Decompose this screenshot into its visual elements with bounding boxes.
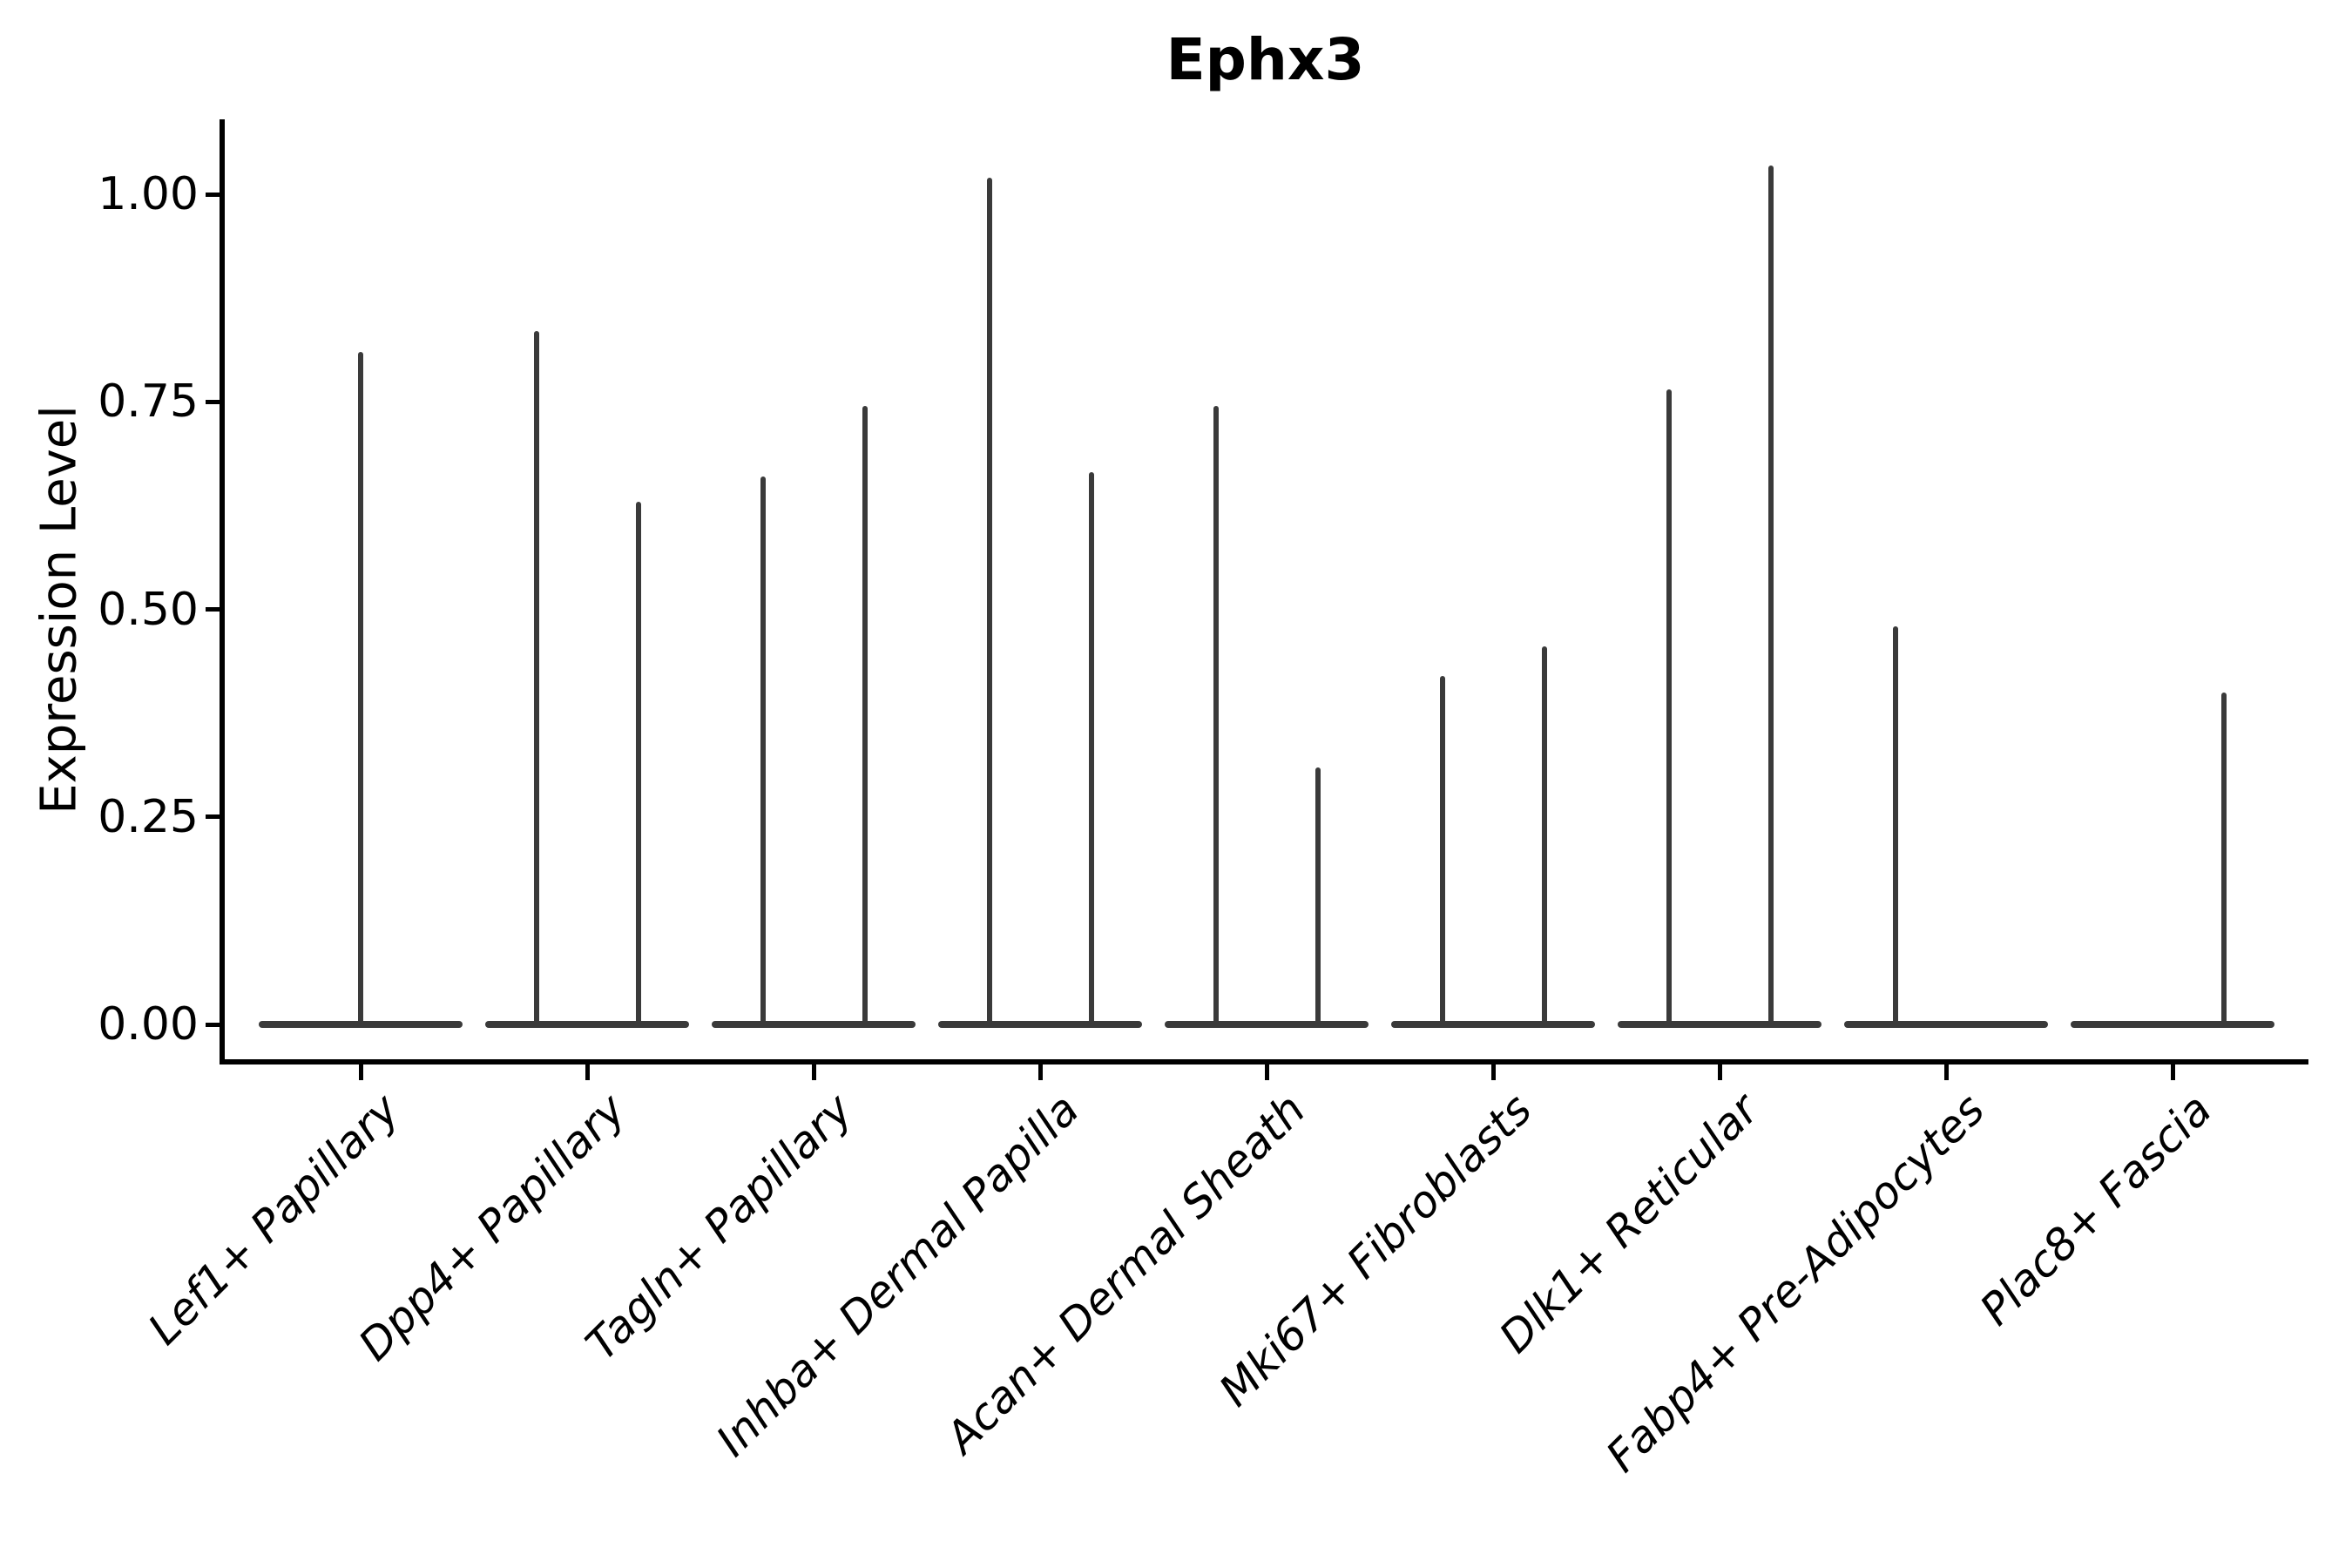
violin-spike	[1315, 767, 1321, 1024]
x-tick-label: Fabp4+ Pre-Adipocytes	[1597, 1084, 1995, 1483]
violin-base	[259, 1021, 463, 1028]
violin-spike	[2220, 692, 2227, 1024]
violin-base	[712, 1021, 916, 1028]
x-axis-spine	[220, 1059, 2308, 1064]
x-tick	[585, 1064, 590, 1080]
violin-spike	[358, 352, 363, 1024]
violin-base	[938, 1021, 1142, 1028]
violin-spike	[1541, 646, 1547, 1024]
x-tick-label: Plac8+ Fascia	[1970, 1084, 2221, 1335]
violin-spike	[862, 406, 868, 1024]
violin-base	[1165, 1021, 1369, 1028]
violin-spike	[1767, 165, 1774, 1024]
violin-spike	[1213, 406, 1219, 1024]
y-axis-spine	[220, 119, 225, 1064]
y-tick	[206, 607, 220, 612]
violin-spike	[635, 501, 641, 1024]
violin-base	[485, 1021, 689, 1028]
x-tick-label: Inhba+ Dermal Papilla	[706, 1084, 1089, 1467]
y-tick-label: 0.25	[98, 790, 199, 843]
violin-spike	[760, 476, 766, 1024]
violin-base	[1618, 1021, 1821, 1028]
violin-base	[1391, 1021, 1595, 1028]
y-tick	[206, 814, 220, 820]
y-tick-label: 1.00	[98, 168, 199, 220]
x-tick	[811, 1064, 816, 1080]
violin-spike	[986, 177, 992, 1024]
violin-spike	[1892, 625, 1898, 1024]
x-tick-label: Lef1+ Papillary	[139, 1084, 409, 1355]
chart-title: Ephx3	[1166, 26, 1365, 93]
violin-spike	[1439, 675, 1445, 1024]
violin-spike	[1666, 389, 1672, 1024]
x-tick	[1037, 1064, 1043, 1080]
y-tick	[206, 399, 220, 404]
y-tick-label: 0.00	[98, 998, 199, 1051]
x-tick	[1943, 1064, 1949, 1080]
x-tick	[1717, 1064, 1722, 1080]
violin-spike	[1088, 472, 1094, 1024]
x-tick	[358, 1064, 363, 1080]
violin-spike	[533, 331, 539, 1024]
x-tick	[1264, 1064, 1269, 1080]
violin-base	[1844, 1021, 2048, 1028]
y-tick	[206, 192, 220, 197]
y-tick	[206, 1022, 220, 1027]
x-tick	[2170, 1064, 2175, 1080]
y-tick-label: 0.75	[98, 375, 199, 429]
y-tick-label: 0.50	[98, 583, 199, 636]
x-tick	[1490, 1064, 1496, 1080]
violin-base	[2071, 1021, 2274, 1028]
